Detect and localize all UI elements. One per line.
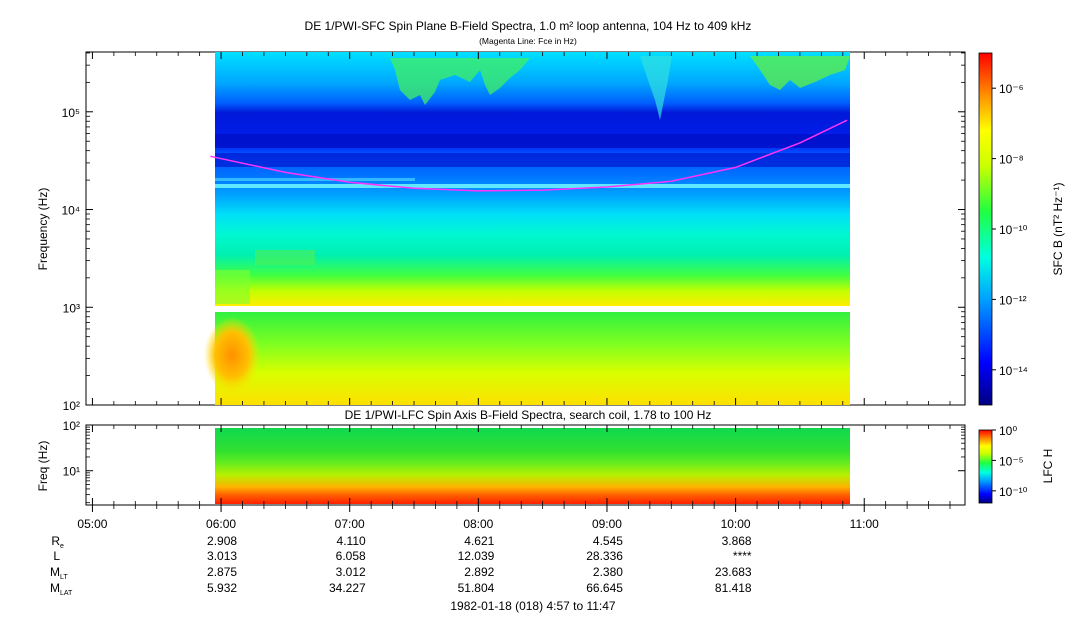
time-tick-label: 06:00: [206, 517, 236, 531]
ephemeris-value: 2.892: [464, 565, 494, 579]
ephemeris-row-subscript: LAT: [60, 590, 73, 597]
ephemeris-value: 6.058: [336, 549, 366, 563]
ephemeris-value: 2.908: [207, 534, 237, 548]
ephemeris-value: 4.545: [593, 534, 623, 548]
sfc-emission-patches-3: [640, 56, 672, 120]
ephemeris-value: 2.380: [593, 565, 623, 579]
ephemeris-value: 28.336: [586, 549, 623, 563]
ephemeris-value: 3.013: [207, 549, 237, 563]
colorbar-tick-label: 10⁻¹⁴: [999, 364, 1028, 378]
top-ytick-label: 10³: [63, 301, 80, 315]
ephemeris-value: ****: [733, 549, 752, 563]
colorbar-tick-label: 10⁻⁵: [999, 454, 1024, 468]
ephemeris-row-label: L: [53, 549, 60, 563]
top-y-axis: 10² 10³ 10⁴ 10⁵: [61, 52, 965, 413]
time-tick-label: 11:00: [850, 517, 879, 531]
colorbar-tick-label: 10⁻¹⁰: [999, 485, 1028, 499]
sfc-bright-line: [215, 184, 850, 188]
sfc-colorbar: [978, 52, 993, 406]
time-tick-label: 09:00: [592, 517, 622, 531]
ephemeris-value: 5.932: [207, 581, 237, 595]
sfc-intense-band-2: [215, 153, 850, 167]
ephemeris-row-subscript: e: [60, 543, 64, 550]
sfc-low-left-emission: [255, 250, 315, 265]
time-tick-label: 05:00: [77, 517, 107, 531]
lfc-spectrogram: [215, 428, 850, 504]
colorbar-tick-label: 10⁻⁸: [999, 153, 1024, 167]
ephemeris-value: 3.012: [336, 565, 366, 579]
bottom-y-axis-label: Freq (Hz): [36, 441, 50, 492]
ephemeris-value: 3.868: [722, 534, 752, 548]
sfc-lower-band: [215, 312, 850, 405]
top-ytick-label: 10²: [63, 399, 80, 413]
ephemeris-row-label: M: [50, 581, 60, 595]
ephemeris-value: 34.227: [329, 581, 366, 595]
colorbar-tick-label: 10⁻⁶: [999, 82, 1024, 96]
ephemeris-value: 12.039: [458, 549, 495, 563]
ephemeris-value: 2.875: [207, 565, 237, 579]
time-axis: 05:00 06:00 07:00 08:00 09:00 10:00 11:00: [77, 52, 965, 531]
fce-line: [210, 119, 848, 192]
sfc-intense-band-1: [215, 134, 850, 148]
colorbar-tick-label: 10⁻¹²: [999, 293, 1027, 307]
top-y-axis-label: Frequency (Hz): [36, 188, 50, 271]
colorbar-tick-label: 10⁻¹⁰: [999, 223, 1028, 237]
bottom-y-axis: 10¹ 10²: [63, 419, 965, 504]
time-tick-label: 07:00: [335, 517, 365, 531]
sfc-low-left-emission-2: [215, 270, 250, 304]
colorbar-tick-label: 10⁰: [999, 424, 1017, 438]
ephemeris-value: 23.683: [715, 565, 752, 579]
top-ytick-label: 10⁴: [61, 204, 80, 218]
time-tick-label: 08:00: [463, 517, 493, 531]
bottom-ytick-label: 10²: [63, 419, 80, 433]
ephemeris-row-subscript: LT: [60, 574, 68, 581]
ephemeris-row-label: R: [51, 534, 60, 548]
lfc-colorbar: [978, 429, 993, 504]
top-ytick-label: 10⁵: [62, 106, 80, 120]
time-tick-label: 10:00: [721, 517, 751, 531]
chart-title: DE 1/PWI-SFC Spin Plane B-Field Spectra,…: [305, 19, 752, 33]
ephemeris-value: 51.804: [458, 581, 495, 595]
lfc-title: DE 1/PWI-LFC Spin Axis B-Field Spectra, …: [345, 408, 712, 422]
sfc-emission-patches: [390, 58, 530, 105]
lfc-colorbar-ticks: 10⁰ 10⁻⁵ 10⁻¹⁰: [992, 424, 1028, 499]
ephemeris-value: 66.645: [586, 581, 623, 595]
sfc-colorbar-ticks: 10⁻⁶ 10⁻⁸ 10⁻¹⁰ 10⁻¹² 10⁻¹⁴: [992, 82, 1028, 378]
ephemeris-value: 81.418: [715, 581, 752, 595]
sfc-bright-line-2: [215, 178, 415, 181]
sfc-colorbar-label: SFC B (nT² Hz⁻¹): [1051, 183, 1065, 276]
bottom-ytick-label: 10¹: [63, 465, 80, 479]
ephemeris-value: 4.110: [337, 534, 366, 548]
sfc-spectrogram: [204, 52, 850, 405]
ephemeris-row-label: M: [50, 565, 60, 579]
sfc-emission-patches-2: [750, 56, 850, 90]
ephemeris-value: 4.621: [464, 534, 494, 548]
chart-subtitle: (Magenta Line: Fce in Hz): [479, 36, 577, 46]
sfc-hot-spot: [204, 317, 260, 393]
time-range-caption: 1982-01-18 (018) 4:57 to 11:47: [450, 599, 616, 613]
lfc-colorbar-label: LFC H: [1041, 449, 1055, 484]
